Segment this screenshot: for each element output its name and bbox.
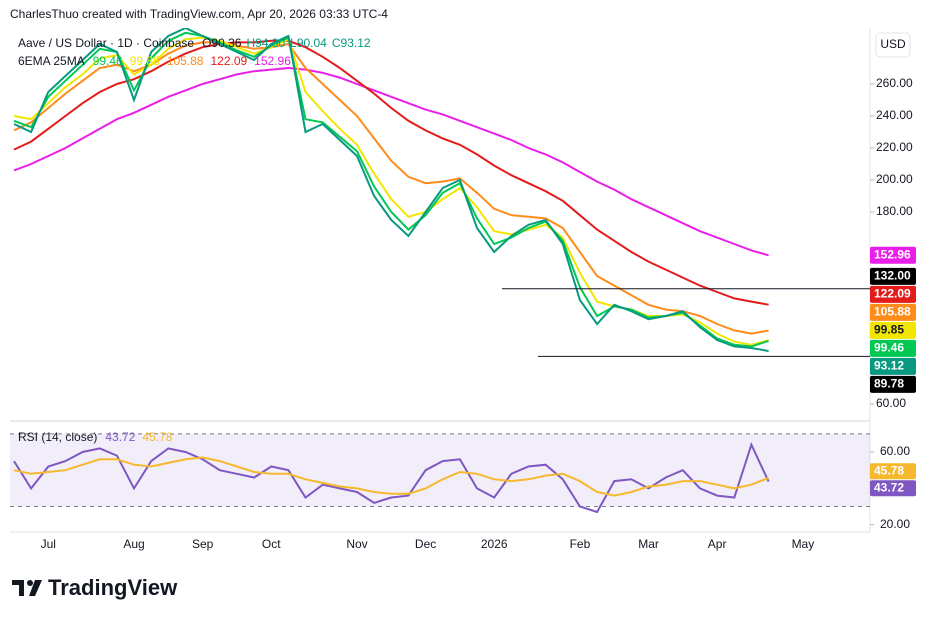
attribution: CharlesThuo created with TradingView.com…: [10, 7, 388, 21]
price-label-bg: [870, 267, 916, 285]
rsi-y-tick-label: 60.00: [880, 444, 910, 458]
price-label-bg: [870, 375, 916, 393]
x-tick-label: Oct: [262, 537, 281, 551]
x-tick-label: Mar: [638, 537, 659, 551]
brand: TradingView: [48, 575, 178, 600]
x-tick-label: 2026: [481, 537, 508, 551]
ohlc-value: L90.04: [290, 36, 327, 50]
y-tick-label: 180.00: [876, 204, 913, 218]
x-tick-label: Aug: [123, 537, 144, 551]
x-tick-label: Dec: [415, 537, 436, 551]
ma-legend-value: 105.88: [167, 54, 204, 68]
ma-line: [13, 31, 769, 348]
ma-line: [13, 39, 769, 306]
symbol-legend: Aave / US Dollar · 1D · Coinbase: [18, 36, 194, 50]
x-tick-label: May: [792, 537, 815, 551]
ma-legend-label: 6EMA 25MA: [18, 54, 85, 68]
logo: [12, 580, 42, 596]
ma-legend-value: 99.46: [93, 54, 123, 68]
price-label-bg: [870, 339, 916, 357]
ma-line: [13, 41, 769, 335]
price-label: 43.72: [874, 480, 904, 494]
price-label: 93.12: [874, 359, 904, 373]
y-tick-label: 260.00: [876, 76, 913, 90]
price-label: 122.09: [874, 287, 911, 301]
rsi-line: [13, 456, 769, 497]
ma-line: [13, 66, 769, 257]
rsi-legend-value: 45.78: [142, 430, 172, 444]
price-label-bg: [870, 321, 916, 339]
price-label: 99.46: [874, 341, 904, 355]
price-label-bg: [870, 480, 916, 497]
y-tick-label: 200.00: [876, 172, 913, 186]
price-line: [13, 28, 769, 352]
price-label-bg: [870, 303, 916, 321]
rsi-band: [10, 433, 870, 507]
y-tick-label: 60.00: [876, 396, 906, 410]
price-label: 152.96: [874, 247, 911, 261]
x-tick-label: Nov: [346, 537, 367, 551]
price-label-bg: [870, 463, 916, 480]
price-label: 132.00: [874, 269, 911, 283]
price-label: 89.78: [874, 377, 904, 391]
price-label: 105.88: [874, 305, 911, 319]
rsi-line: [13, 441, 770, 514]
currency[interactable]: USD: [880, 37, 906, 51]
x-tick-label: Sep: [192, 537, 214, 551]
price-label-bg: [870, 357, 916, 375]
x-tick-label: Feb: [570, 537, 591, 551]
rsi-legend-value: 43.72: [105, 430, 135, 444]
ohlc-value: O90.36: [202, 36, 242, 50]
price-label-bg: [870, 246, 916, 264]
x-tick-label: Apr: [708, 537, 727, 551]
price-label-bg: [870, 285, 916, 303]
currency-button[interactable]: [875, 32, 911, 58]
ma-legend-value: 122.09: [210, 54, 247, 68]
price-label: 45.78: [874, 463, 904, 477]
ma-legend-value: 152.96: [254, 54, 291, 68]
y-tick-label: 220.00: [876, 140, 913, 154]
rsi-y-tick-label: 20.00: [880, 517, 910, 531]
rsi-legend-label: RSI (14, close): [18, 430, 97, 444]
ohlc-value: C93.12: [332, 36, 371, 50]
x-tick-label: Jul: [41, 537, 56, 551]
ma-legend-value: 99.85: [130, 54, 160, 68]
price-label: 99.85: [874, 323, 904, 337]
main-pane: [13, 28, 769, 352]
y-tick-label: 240.00: [876, 108, 913, 122]
ohlc-value: H94.30: [246, 36, 285, 50]
